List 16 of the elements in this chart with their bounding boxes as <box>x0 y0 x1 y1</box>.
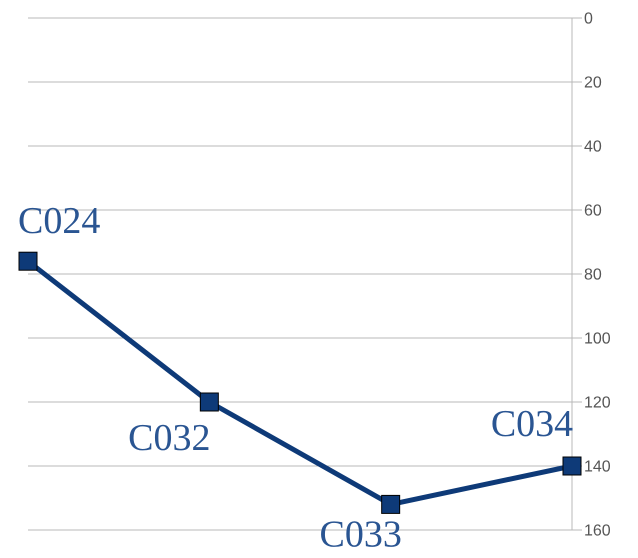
data-label: C034 <box>490 403 574 445</box>
y-tick-label: 20 <box>584 74 602 92</box>
y-tick-label: 160 <box>584 522 611 540</box>
y-tick-label: 140 <box>584 458 611 476</box>
y-tick-label: 120 <box>584 394 611 412</box>
y-tick-label: 100 <box>584 330 611 348</box>
point <box>381 494 400 514</box>
y-tick-label: 40 <box>584 138 602 156</box>
point <box>18 252 38 271</box>
point <box>200 392 219 412</box>
y-tick-label: 80 <box>584 266 602 284</box>
data-label: C032 <box>128 417 211 459</box>
data-label: C024 <box>18 200 100 242</box>
y-tick-label: 0 <box>584 10 593 28</box>
y-tick-label: 60 <box>584 202 602 220</box>
data-label: C033 <box>319 513 402 556</box>
